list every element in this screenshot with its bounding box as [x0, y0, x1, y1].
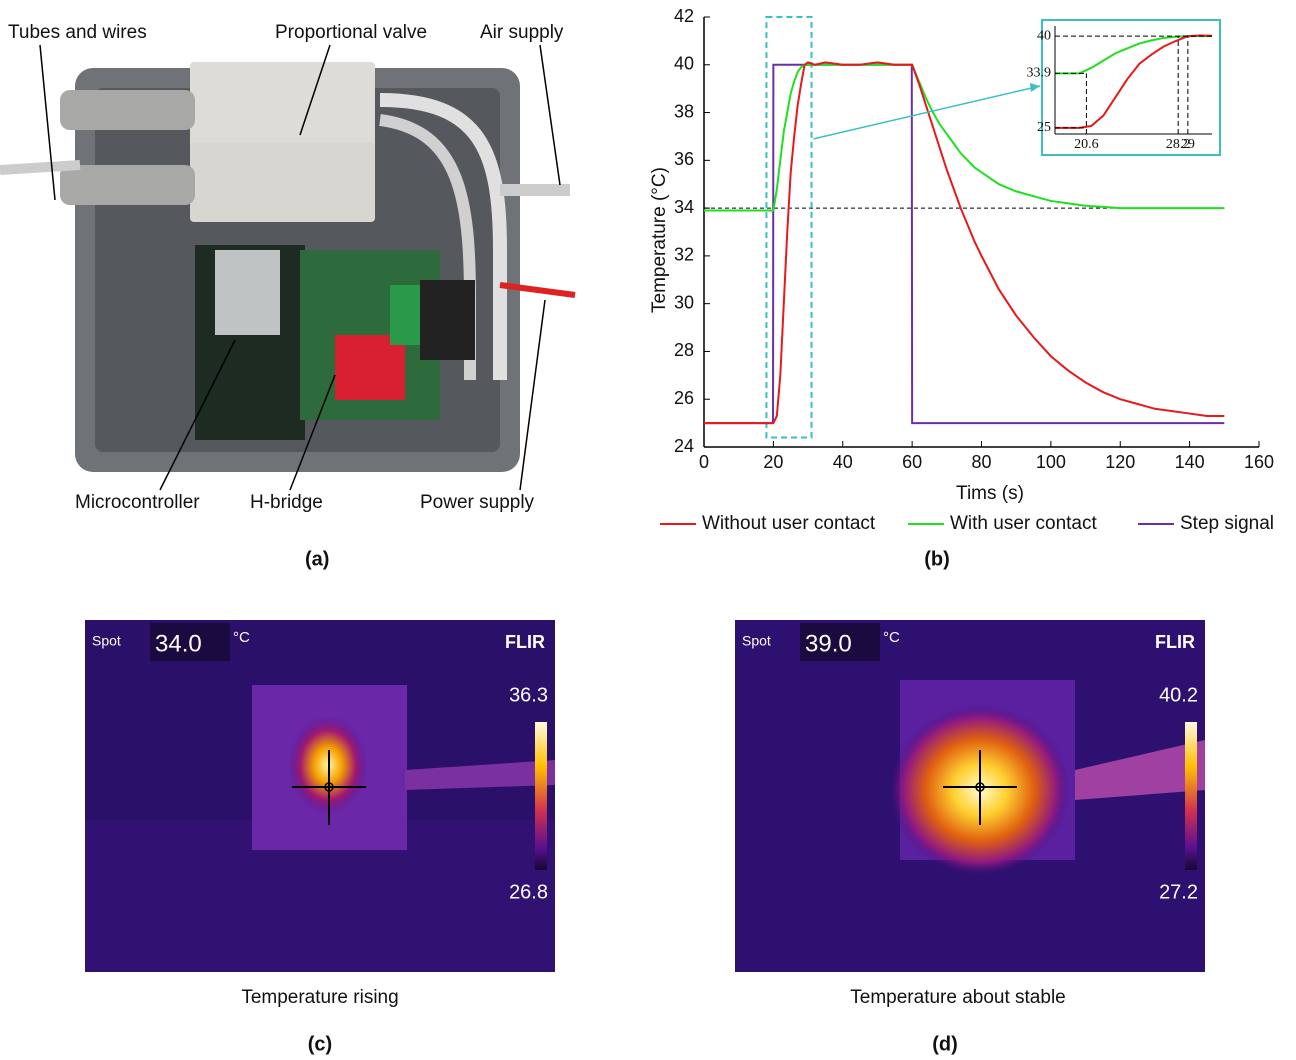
spot-value: 39.0	[805, 630, 852, 657]
label: Tubes and wires	[8, 22, 147, 43]
brand: FLIR	[505, 632, 545, 652]
y-tick-label: 30	[674, 292, 694, 312]
inset-y-tick-label: 33.9	[1027, 66, 1052, 81]
x-tick-label: 0	[699, 452, 709, 472]
inset-y-tick-label: 25	[1037, 120, 1051, 135]
label: Air supply	[480, 22, 564, 43]
x-tick-label: 20	[763, 452, 783, 472]
label: H-bridge	[250, 492, 323, 513]
caption: (c)	[308, 1033, 332, 1055]
legend-label: With user contact	[950, 513, 1097, 534]
photo	[0, 62, 576, 472]
x-tick-label: 40	[833, 452, 853, 472]
x-tick-label: 120	[1105, 452, 1135, 472]
scale-max: 40.2	[1159, 684, 1198, 706]
y-tick-label: 32	[674, 245, 694, 265]
legend-label: Step signal	[1180, 513, 1274, 534]
panel-title: Temperature rising	[241, 987, 398, 1008]
highlight-box	[765, 16, 813, 439]
label: Microcontroller	[75, 492, 200, 513]
scale-max: 36.3	[509, 684, 548, 706]
x-tick-label: 60	[902, 452, 922, 472]
scale-min: 26.8	[509, 881, 548, 903]
spot-value: 34.0	[155, 630, 202, 657]
y-tick-label: 24	[674, 436, 694, 456]
y-tick-label: 40	[674, 54, 694, 74]
y-tick-label: 28	[674, 340, 694, 360]
y-tick-label: 38	[674, 101, 694, 121]
inset-frame	[1041, 19, 1221, 156]
scale-min: 27.2	[1159, 881, 1198, 903]
inset-line	[1055, 35, 1212, 75]
inset-plot	[1055, 34, 1212, 129]
x-tick-label: 80	[971, 452, 991, 472]
line	[704, 63, 1225, 425]
x-axis-label: Tims (s)	[956, 483, 1024, 504]
connector-head	[1030, 83, 1040, 92]
inset-x-tick-label: 20.6	[1074, 137, 1099, 152]
y-tick-label: 42	[674, 6, 694, 26]
brand: FLIR	[1155, 632, 1195, 652]
thermal-image	[85, 620, 1205, 972]
inset-line	[1055, 34, 1212, 129]
y-tick-label: 26	[674, 388, 694, 408]
inset-x-tick-label: 29	[1181, 137, 1195, 152]
panel-title: Temperature about stable	[850, 987, 1065, 1008]
callout-lines	[39, 44, 561, 491]
x-tick-label: 100	[1036, 452, 1066, 472]
connector	[813, 85, 1041, 140]
spot-label: Spot	[92, 633, 121, 649]
caption: (a)	[305, 548, 329, 570]
y-tick-label: 34	[674, 197, 694, 217]
y-tick-label: 36	[674, 149, 694, 169]
spot-label: Spot	[742, 633, 771, 649]
label: Power supply	[420, 492, 535, 513]
label: Proportional valve	[275, 22, 427, 43]
x-tick-label: 140	[1175, 452, 1205, 472]
inset-x-tick-label: 28.2	[1166, 137, 1191, 152]
caption: (b)	[924, 548, 950, 570]
legend-label: Without user contact	[702, 513, 876, 534]
unit: °C	[233, 629, 250, 646]
unit: °C	[883, 629, 900, 646]
caption: (d)	[932, 1033, 958, 1055]
y-axis-label: Temperature (°C)	[649, 167, 670, 313]
x-tick-label: 160	[1244, 452, 1274, 472]
inset-y-tick-label: 40	[1037, 28, 1051, 43]
line	[704, 61, 1225, 425]
